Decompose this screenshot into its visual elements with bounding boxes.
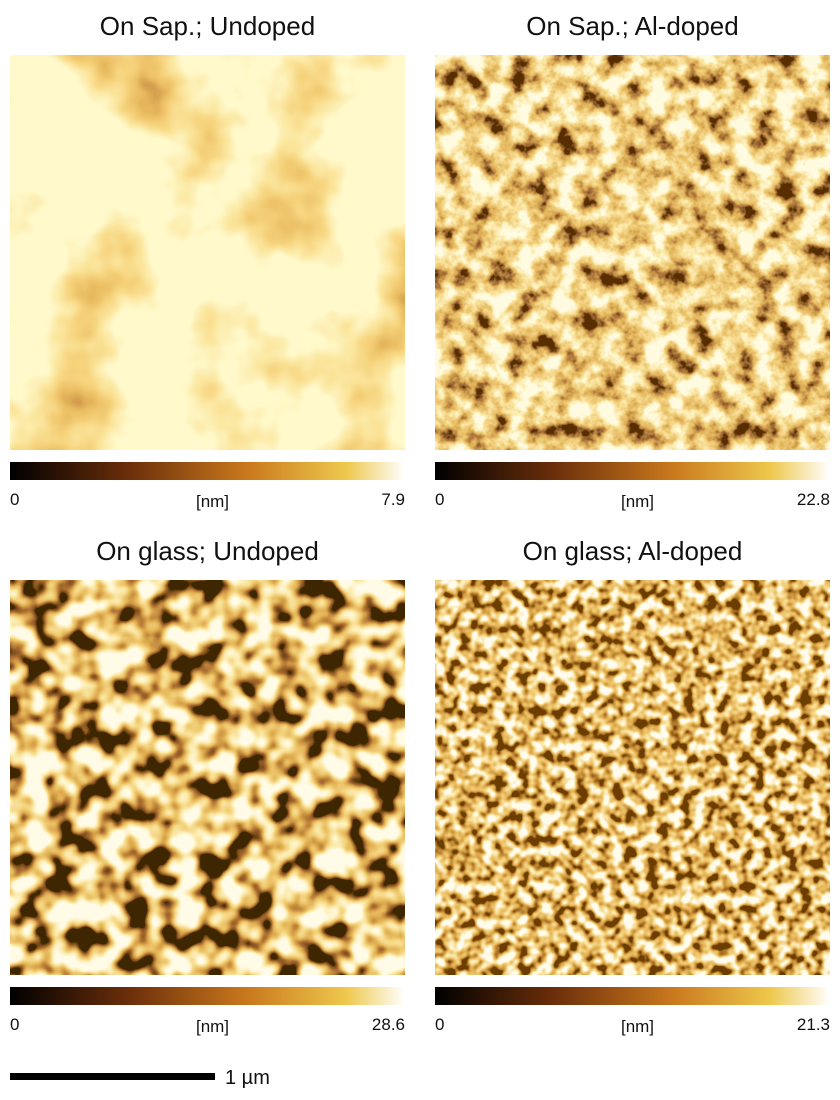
afm-image xyxy=(435,55,830,450)
colorbar-min: 0 xyxy=(435,490,444,509)
panel-title: On glass; Al-doped xyxy=(523,536,743,566)
panel-title: On glass; Undoped xyxy=(96,536,319,566)
colorbar-unit: [nm] xyxy=(621,1017,654,1036)
colorbar-unit: [nm] xyxy=(621,492,654,511)
afm-image xyxy=(10,580,405,975)
colorbar-max: 28.6 xyxy=(372,1015,405,1034)
colorbar xyxy=(10,987,405,1005)
afm-image xyxy=(435,580,830,975)
afm-image xyxy=(10,55,405,450)
figure: 1 µm On Sap.; Undoped 0 [nm] 7.9 On Sap.; Al… xyxy=(0,0,840,1100)
colorbar-max: 7.9 xyxy=(381,490,405,509)
panel-title: On Sap.; Al-doped xyxy=(526,11,738,41)
scale-bar-label: 1 µm xyxy=(225,1067,270,1089)
colorbar-min: 0 xyxy=(435,1015,444,1034)
colorbar-min: 0 xyxy=(10,1015,19,1034)
colorbar xyxy=(10,462,405,480)
colorbar-unit: [nm] xyxy=(196,1017,229,1036)
colorbar-min: 0 xyxy=(10,490,19,509)
scale-bar xyxy=(10,1073,215,1080)
colorbar-max: 22.8 xyxy=(797,490,830,509)
colorbar-unit: [nm] xyxy=(196,492,229,511)
colorbar-max: 21.3 xyxy=(797,1015,830,1034)
colorbar xyxy=(435,987,830,1005)
colorbar xyxy=(435,462,830,480)
panel-title: On Sap.; Undoped xyxy=(100,11,315,41)
